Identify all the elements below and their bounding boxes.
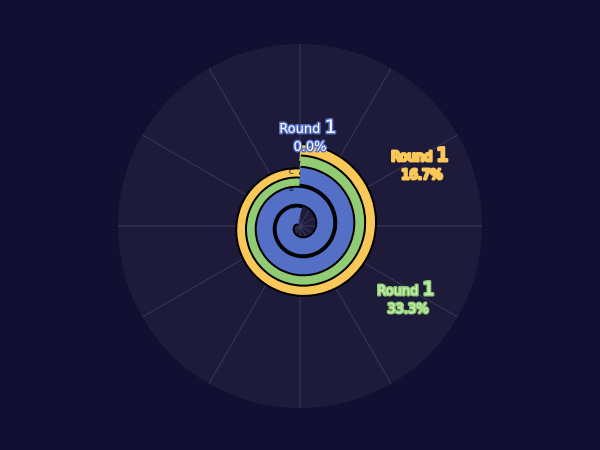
series-a-percent: 0.0%	[293, 140, 326, 155]
series-c-round-number: 1	[423, 278, 435, 300]
series-c-percent: 33.3%	[387, 302, 428, 317]
category-tick-a: A	[289, 203, 294, 211]
series-b-round-word: Round	[391, 150, 432, 165]
series-label-a: Round 1 0.0%	[279, 116, 341, 155]
series-a-round-word: Round	[279, 122, 320, 137]
series-a-bar	[256, 167, 354, 275]
category-tick-b: B	[289, 185, 294, 193]
series-b-round-number: 1	[437, 144, 449, 166]
series-label-b: Round 1 16.7%	[391, 144, 453, 183]
series-c-round-word: Round	[377, 284, 418, 299]
spiral-series	[235, 143, 377, 297]
series-a-round-number: 1	[325, 116, 337, 138]
category-axis: A B C	[289, 168, 294, 211]
series-b-percent: 16.7%	[401, 168, 442, 183]
series-label-c: Round 1 33.3%	[377, 278, 439, 317]
category-tick-c: C	[289, 168, 294, 176]
